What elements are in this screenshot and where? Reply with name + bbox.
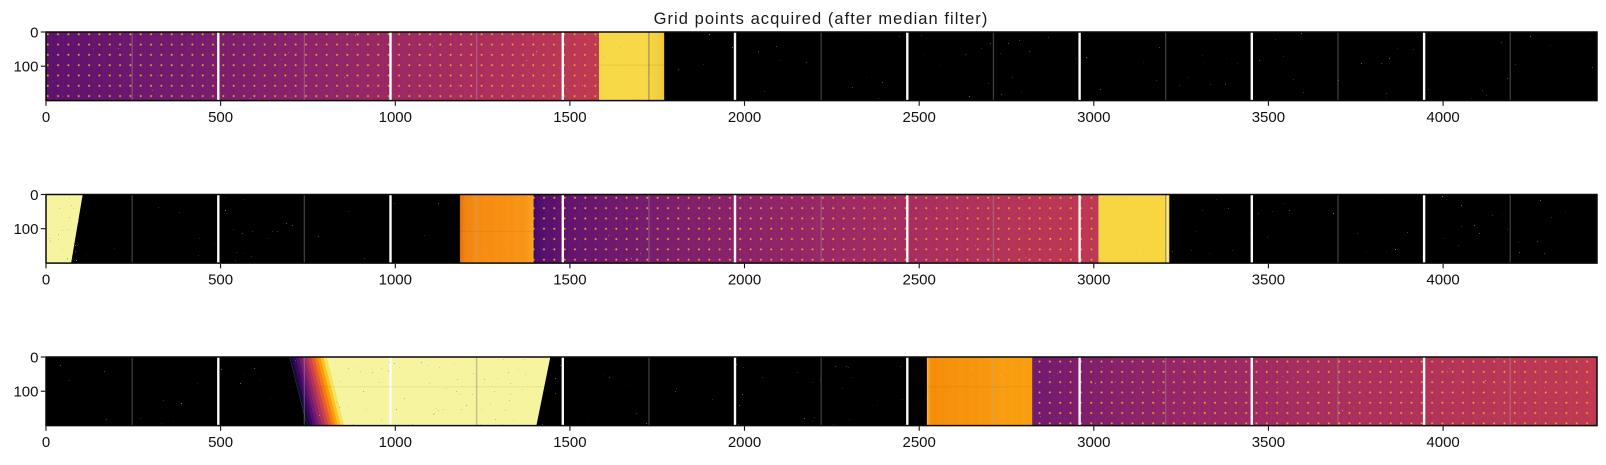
svg-text:500: 500 [208,109,233,126]
svg-text:3000: 3000 [1077,434,1110,451]
svg-text:2000: 2000 [728,271,761,288]
svg-text:3500: 3500 [1252,434,1285,451]
svg-text:0: 0 [30,349,38,366]
svg-text:1500: 1500 [553,271,586,288]
svg-text:4000: 4000 [1426,434,1459,451]
svg-text:0: 0 [42,434,50,451]
svg-text:Grid points acquired (after me: Grid points acquired (after median filte… [654,10,989,28]
svg-text:3500: 3500 [1252,109,1285,126]
svg-text:2000: 2000 [728,434,761,451]
svg-text:2500: 2500 [903,271,936,288]
svg-text:100: 100 [13,59,38,76]
svg-text:0: 0 [30,24,38,41]
svg-text:1500: 1500 [553,434,586,451]
svg-text:100: 100 [13,221,38,238]
svg-text:0: 0 [42,271,50,288]
svg-text:1500: 1500 [553,109,586,126]
svg-text:4000: 4000 [1426,109,1459,126]
svg-text:500: 500 [208,434,233,451]
svg-text:2500: 2500 [903,434,936,451]
svg-text:1000: 1000 [379,434,412,451]
svg-text:0: 0 [30,187,38,204]
svg-text:3000: 3000 [1077,109,1110,126]
svg-text:3500: 3500 [1252,271,1285,288]
svg-text:2000: 2000 [728,109,761,126]
svg-text:2500: 2500 [903,109,936,126]
svg-text:4000: 4000 [1426,271,1459,288]
svg-text:3000: 3000 [1077,271,1110,288]
svg-text:1000: 1000 [379,271,412,288]
svg-text:100: 100 [13,384,38,401]
svg-text:500: 500 [208,271,233,288]
svg-text:0: 0 [42,109,50,126]
svg-text:1000: 1000 [379,109,412,126]
